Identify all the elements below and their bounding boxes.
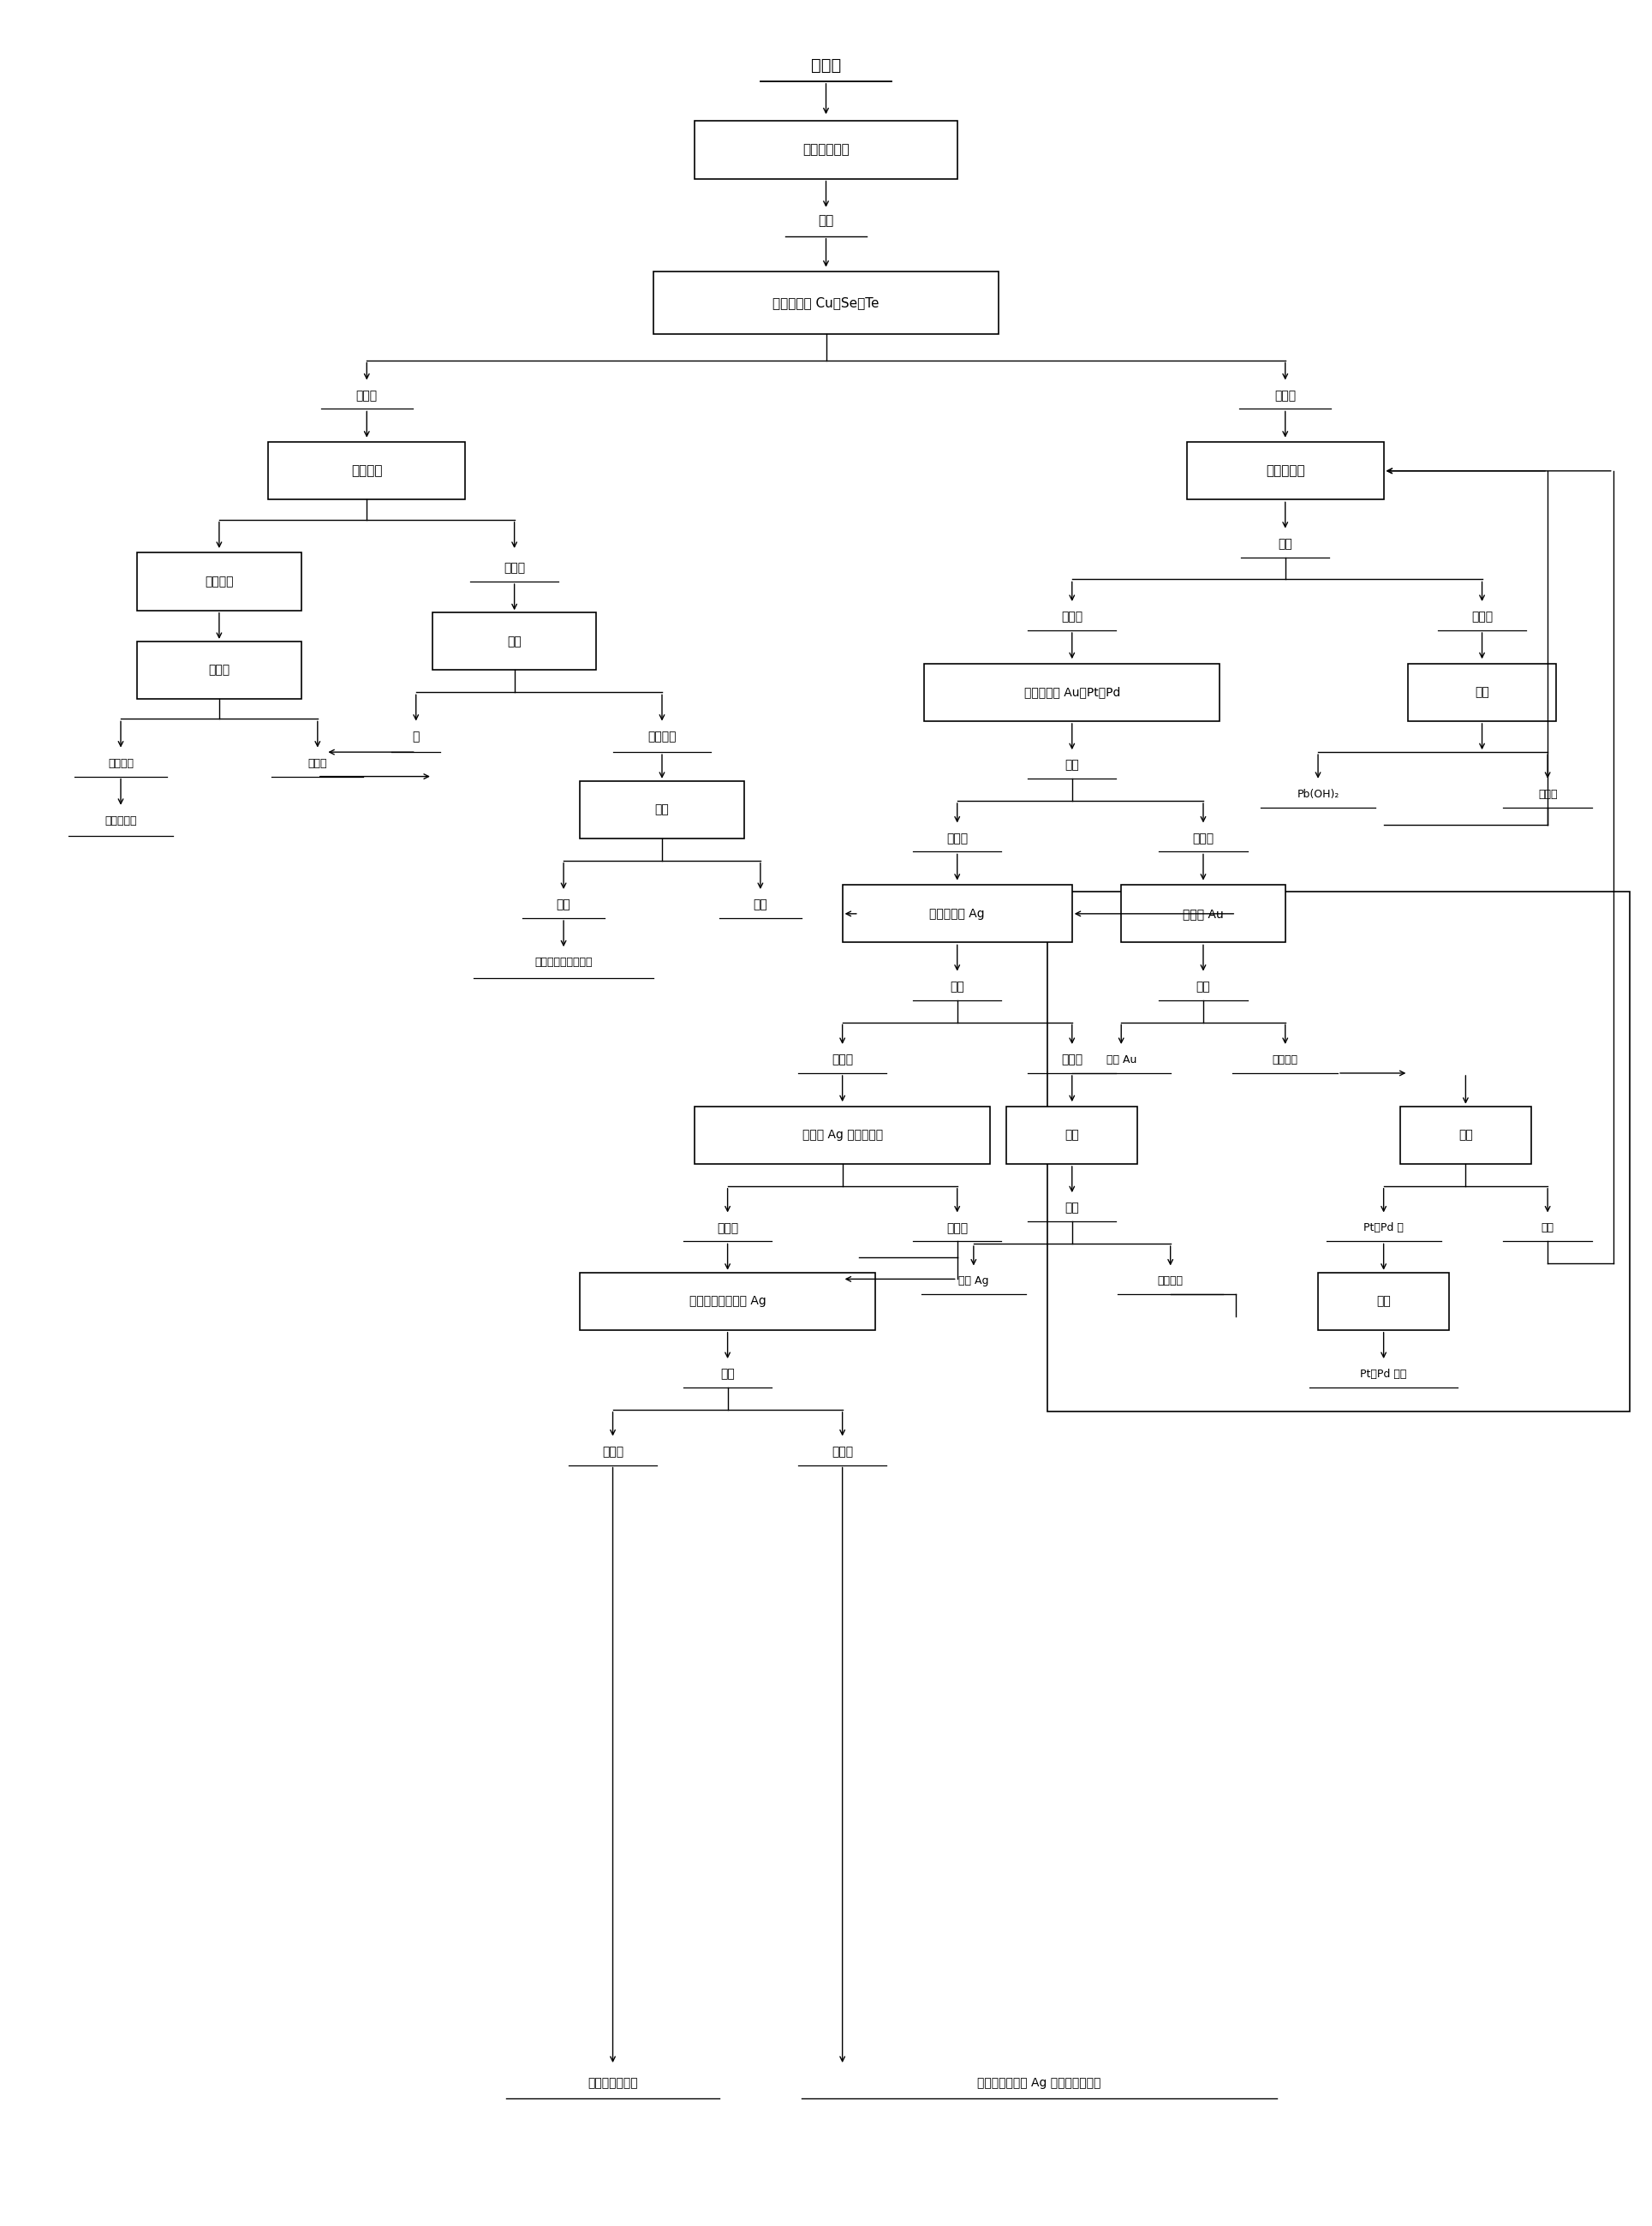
Text: 浸出渣: 浸出渣 — [947, 833, 968, 844]
Text: 亚硫酸钠分 Ag: 亚硫酸钠分 Ag — [930, 908, 985, 919]
Text: 海绵 Au: 海绵 Au — [1107, 1055, 1137, 1066]
Bar — [1047, 893, 1629, 1411]
Bar — [580, 1273, 876, 1329]
Bar — [654, 272, 998, 334]
Text: 溶解: 溶解 — [1376, 1296, 1391, 1307]
Text: 粗硒粉: 粗硒粉 — [504, 563, 525, 574]
Text: 渣: 渣 — [413, 730, 420, 743]
Bar — [1006, 1106, 1138, 1164]
Text: 粗硒粉: 粗硒粉 — [307, 757, 327, 768]
Text: 浸出渣: 浸出渣 — [1274, 390, 1295, 401]
Text: 低温氧化焙烧: 低温氧化焙烧 — [803, 142, 849, 156]
Bar — [137, 552, 301, 610]
Text: 铜置换: 铜置换 — [208, 663, 230, 677]
Text: 浸出液: 浸出液 — [1472, 612, 1493, 623]
Text: 还原母液: 还原母液 — [205, 577, 233, 588]
Bar — [137, 641, 301, 699]
Bar — [843, 886, 1072, 942]
Text: 还原硒粉: 还原硒粉 — [352, 465, 382, 476]
Text: 母液: 母液 — [1541, 1222, 1555, 1233]
Text: 浸出渣: 浸出渣 — [717, 1222, 738, 1233]
Text: 过滤: 过滤 — [950, 982, 965, 993]
Text: 焙砂: 焙砂 — [818, 214, 834, 227]
Bar — [695, 1106, 990, 1164]
Text: 氯酸钠浸出 Au、Pt、Pd: 氯酸钠浸出 Au、Pt、Pd — [1024, 686, 1120, 699]
Text: 浸出液: 浸出液 — [1061, 1053, 1082, 1066]
Text: 返回铜电解: 返回铜电解 — [104, 815, 137, 826]
Text: 返回亚硫酸钠分 Ag 浸出液还原工序: 返回亚硫酸钠分 Ag 浸出液还原工序 — [978, 2077, 1100, 2088]
Text: 浸出渣: 浸出渣 — [1061, 612, 1082, 623]
Text: Pb(OH)₂: Pb(OH)₂ — [1297, 788, 1340, 799]
Bar — [580, 781, 743, 839]
Bar — [1318, 1273, 1449, 1329]
Text: 还原: 还原 — [1066, 1129, 1079, 1142]
Text: 过滤: 过滤 — [1066, 1202, 1079, 1213]
Text: 二次氯化渣二次分 Ag: 二次氯化渣二次分 Ag — [689, 1296, 767, 1307]
Text: 还原母液: 还原母液 — [1158, 1275, 1183, 1287]
Text: 精硒母液: 精硒母液 — [648, 730, 676, 743]
Text: 置换残液: 置换残液 — [107, 757, 134, 768]
Text: 精硒: 精硒 — [753, 899, 768, 910]
Text: 草酸沉 Au: 草酸沉 Au — [1183, 908, 1224, 919]
Text: 精制: 精制 — [507, 634, 522, 648]
Text: 过滤: 过滤 — [1279, 539, 1292, 550]
Text: 过滤: 过滤 — [1066, 759, 1079, 772]
Text: 浸出液: 浸出液 — [947, 1222, 968, 1233]
Bar — [925, 663, 1219, 721]
Text: 中和液: 中和液 — [1538, 788, 1558, 799]
Text: 置换: 置换 — [1459, 1129, 1474, 1142]
Bar — [1122, 886, 1285, 942]
Text: 一次分 Ag 渣二次氯化: 一次分 Ag 渣二次氯化 — [803, 1129, 882, 1142]
Text: 返回铜熔炼工序: 返回铜熔炼工序 — [588, 2077, 638, 2088]
Text: 稀盐酸浸铅: 稀盐酸浸铅 — [1265, 465, 1305, 476]
Text: Pt、Pd 矿: Pt、Pd 矿 — [1363, 1222, 1404, 1233]
Text: 酸化: 酸化 — [654, 804, 669, 815]
Text: 稀硫酸浸出 Cu、Se、Te: 稀硫酸浸出 Cu、Se、Te — [773, 296, 879, 309]
Text: 过滤: 过滤 — [720, 1369, 735, 1380]
Text: 海绵 Ag: 海绵 Ag — [958, 1275, 990, 1287]
Bar — [1186, 443, 1384, 499]
Text: 浸出渣: 浸出渣 — [831, 1053, 852, 1066]
Bar — [433, 612, 596, 670]
Text: Pt、Pd 分离: Pt、Pd 分离 — [1360, 1369, 1408, 1380]
Bar — [268, 443, 466, 499]
Bar — [695, 120, 957, 178]
Text: 返回稀硫酸浸出工序: 返回稀硫酸浸出工序 — [535, 957, 593, 968]
Text: 浸出液: 浸出液 — [831, 1445, 852, 1458]
Text: 阳极泥: 阳极泥 — [811, 58, 841, 73]
Text: 过滤: 过滤 — [1196, 982, 1211, 993]
Bar — [1399, 1106, 1531, 1164]
Text: 浸出渣: 浸出渣 — [601, 1445, 623, 1458]
Text: 还原母液: 还原母液 — [1272, 1055, 1298, 1066]
Text: 浸出液: 浸出液 — [1193, 833, 1214, 844]
Text: 中和: 中和 — [1475, 686, 1488, 699]
Bar — [1408, 663, 1556, 721]
Text: 浸出液: 浸出液 — [357, 390, 378, 401]
Text: 母液: 母液 — [557, 899, 570, 910]
